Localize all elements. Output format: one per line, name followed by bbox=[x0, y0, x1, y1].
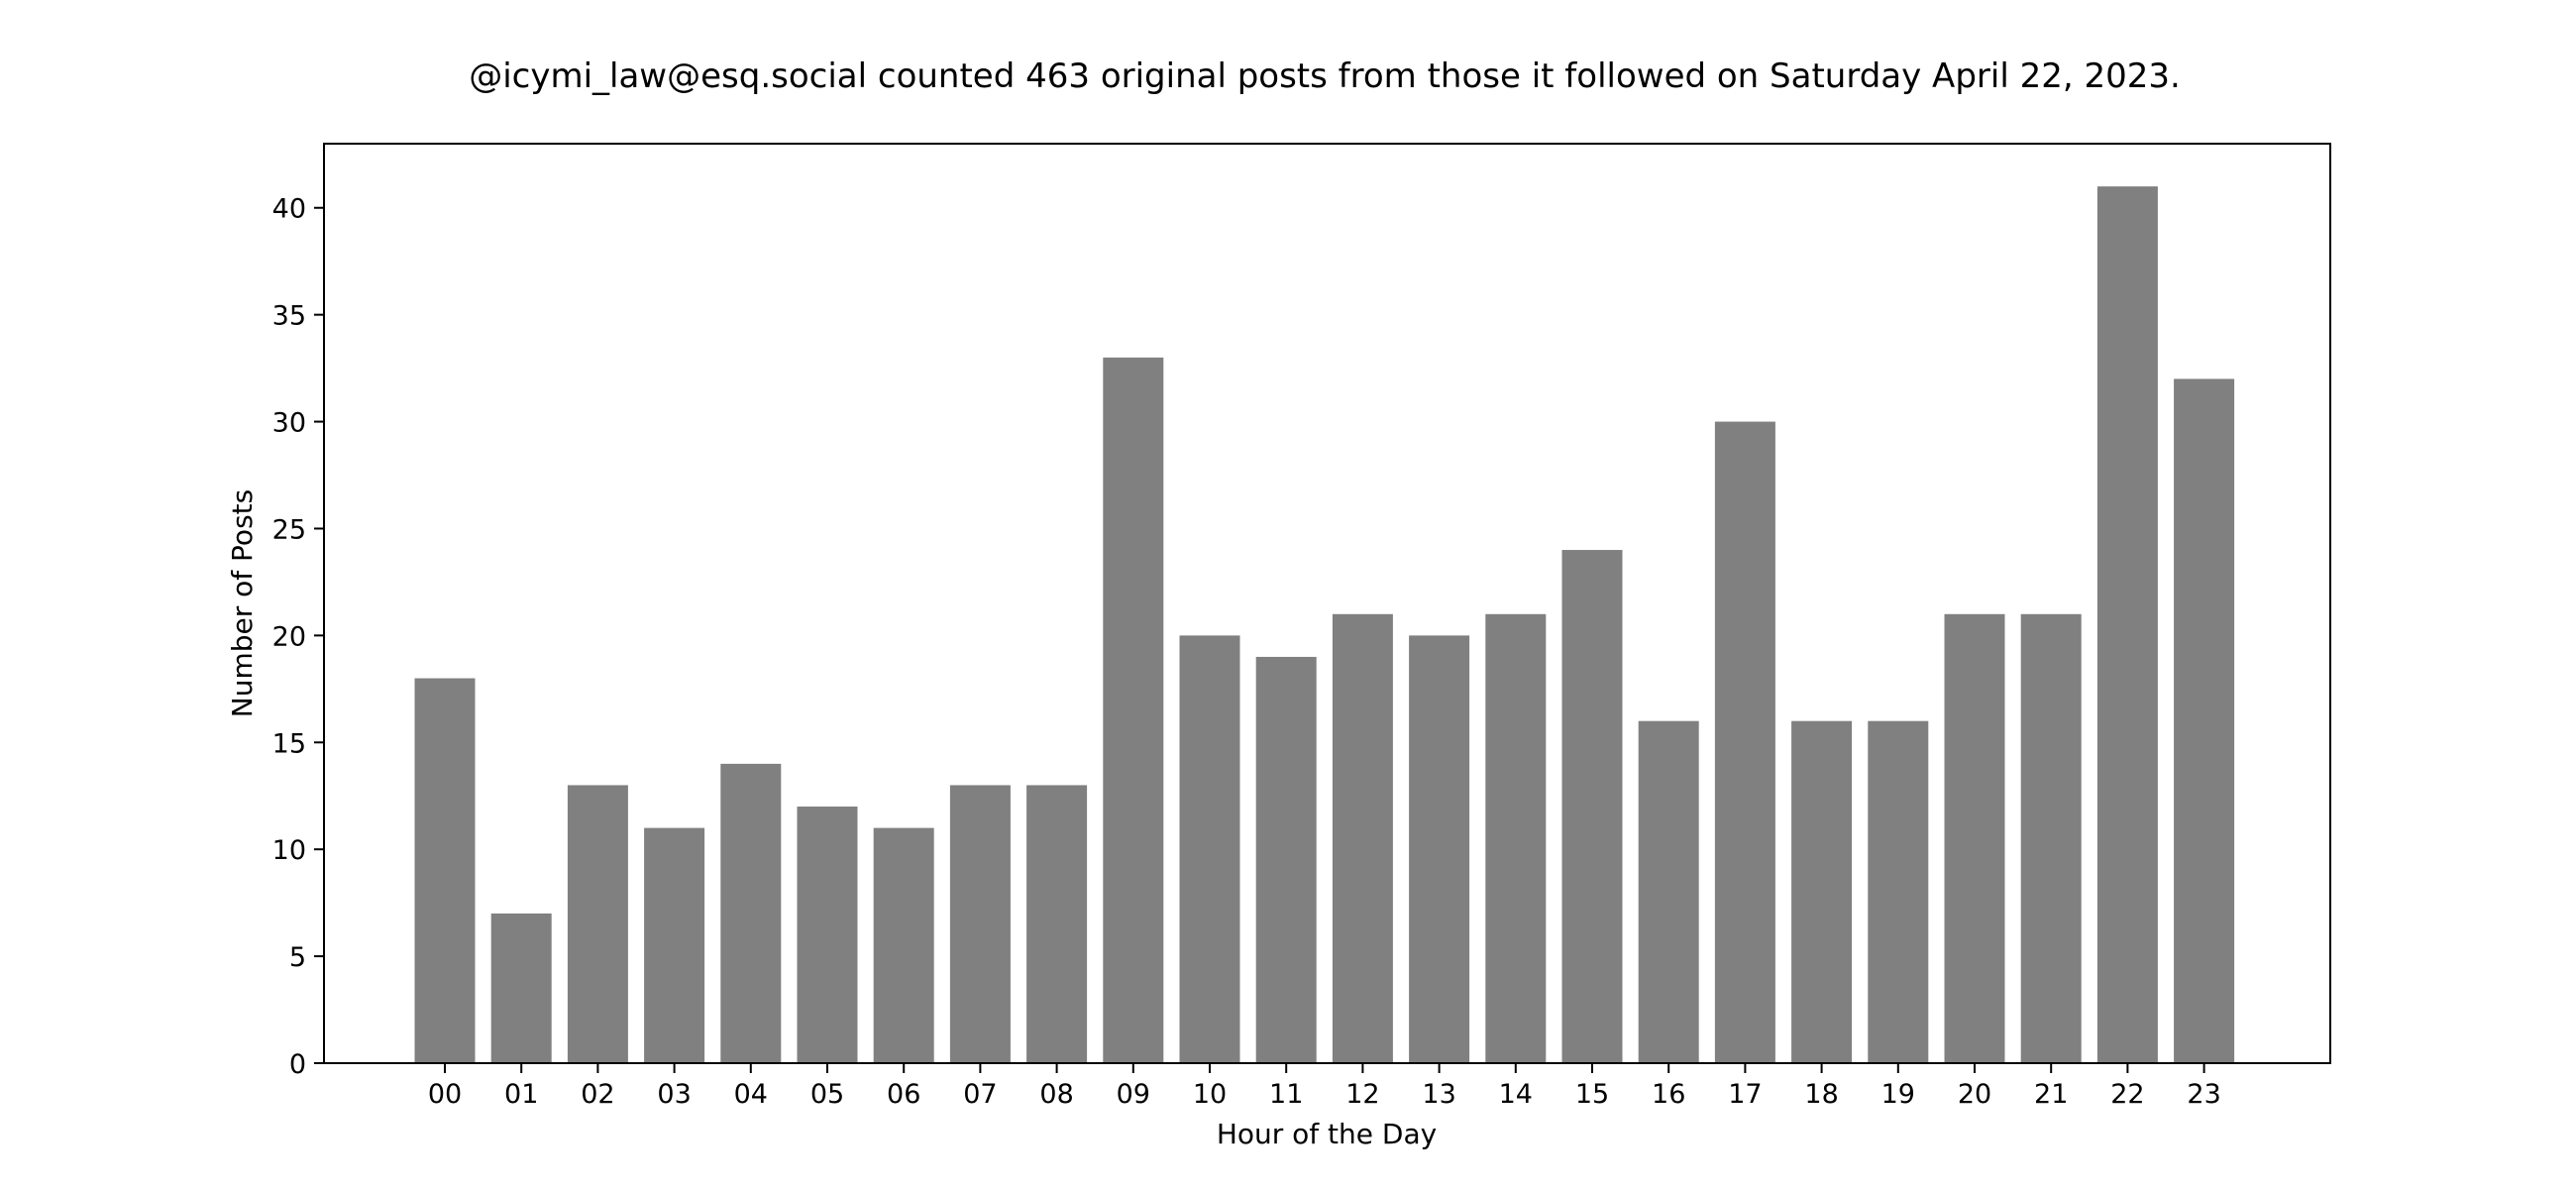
bar-10 bbox=[1179, 635, 1240, 1063]
x-axis-ticks: 00 01 02 03 04 05 06 07 08 09 10 11 12 13 14 15 16 17 18 19… bbox=[428, 1063, 2221, 1110]
x-tick-label-14: 14 bbox=[1499, 1079, 1533, 1110]
y-tick-label-35: 35 bbox=[272, 301, 306, 332]
bar-15 bbox=[1561, 550, 1623, 1063]
plot-frame bbox=[323, 143, 2331, 1064]
y-axis-ticks: 0 5 10 15 20 25 30 35 40 bbox=[272, 194, 324, 1080]
bar-20 bbox=[1944, 613, 2005, 1063]
x-tick-label-12: 12 bbox=[1345, 1079, 1379, 1110]
bar-16 bbox=[1638, 720, 1699, 1063]
bar-23 bbox=[2174, 378, 2235, 1063]
bar-03 bbox=[644, 827, 705, 1063]
chart-title: @icymi_law@esq.social counted 463 origin… bbox=[469, 56, 2181, 96]
y-tick-label-30: 30 bbox=[272, 408, 306, 439]
x-tick-label-02: 02 bbox=[581, 1079, 614, 1110]
x-tick-label-21: 21 bbox=[2034, 1079, 2068, 1110]
x-tick-label-23: 23 bbox=[2187, 1079, 2220, 1110]
x-tick-label-22: 22 bbox=[2110, 1079, 2144, 1110]
bar-05 bbox=[797, 807, 858, 1063]
bar-11 bbox=[1255, 656, 1317, 1063]
x-tick-label-20: 20 bbox=[1958, 1079, 1991, 1110]
y-tick-label-0: 0 bbox=[289, 1049, 306, 1080]
y-tick-label-25: 25 bbox=[272, 514, 306, 545]
x-tick-label-03: 03 bbox=[657, 1079, 691, 1110]
bar-14 bbox=[1485, 613, 1547, 1063]
bar-12 bbox=[1332, 613, 1393, 1063]
x-tick-label-00: 00 bbox=[428, 1079, 462, 1110]
x-tick-label-19: 19 bbox=[1881, 1079, 1915, 1110]
bar-21 bbox=[2020, 613, 2082, 1063]
bar-13 bbox=[1409, 635, 1470, 1063]
bar-17 bbox=[1714, 421, 1775, 1064]
y-tick-label-10: 10 bbox=[272, 835, 306, 866]
x-tick-label-18: 18 bbox=[1804, 1079, 1838, 1110]
bar-06 bbox=[873, 827, 934, 1063]
bar-07 bbox=[949, 785, 1011, 1063]
x-tick-label-06: 06 bbox=[887, 1079, 920, 1110]
bar-19 bbox=[1868, 720, 1929, 1063]
y-tick-label-5: 5 bbox=[289, 942, 306, 973]
y-tick-label-15: 15 bbox=[272, 728, 306, 759]
x-tick-label-13: 13 bbox=[1422, 1079, 1455, 1110]
bar-04 bbox=[720, 763, 782, 1063]
bar-02 bbox=[567, 785, 628, 1063]
x-tick-label-01: 01 bbox=[504, 1079, 538, 1110]
bars-group bbox=[414, 186, 2235, 1064]
x-tick-label-11: 11 bbox=[1269, 1079, 1303, 1110]
x-tick-label-08: 08 bbox=[1039, 1079, 1073, 1110]
y-tick-label-40: 40 bbox=[272, 194, 306, 225]
x-axis-label: Hour of the Day bbox=[1217, 1118, 1437, 1150]
x-tick-label-07: 07 bbox=[963, 1079, 997, 1110]
bar-01 bbox=[490, 913, 552, 1063]
x-tick-label-05: 05 bbox=[810, 1079, 844, 1110]
x-tick-label-10: 10 bbox=[1193, 1079, 1227, 1110]
bar-22 bbox=[2096, 186, 2158, 1064]
bar-09 bbox=[1103, 357, 1164, 1063]
y-axis-label: Number of Posts bbox=[226, 489, 259, 717]
x-tick-label-15: 15 bbox=[1575, 1079, 1609, 1110]
bar-08 bbox=[1026, 785, 1088, 1063]
bar-00 bbox=[414, 678, 476, 1063]
y-tick-label-20: 20 bbox=[272, 621, 306, 652]
bar-18 bbox=[1791, 720, 1853, 1063]
x-tick-label-16: 16 bbox=[1652, 1079, 1685, 1110]
x-tick-label-09: 09 bbox=[1117, 1079, 1150, 1110]
x-tick-label-17: 17 bbox=[1728, 1079, 1762, 1110]
x-tick-label-04: 04 bbox=[734, 1079, 768, 1110]
